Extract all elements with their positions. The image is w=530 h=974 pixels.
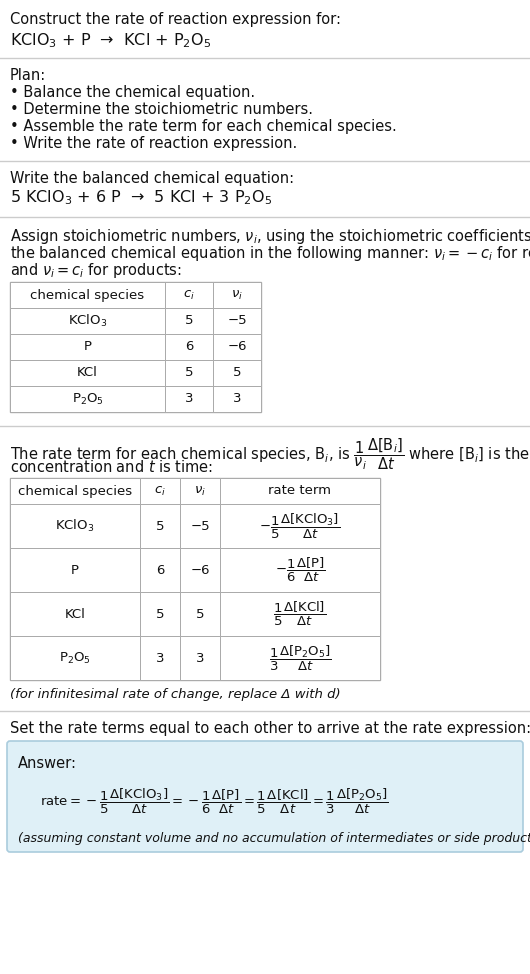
Text: • Balance the chemical equation.: • Balance the chemical equation. bbox=[10, 85, 255, 100]
Bar bbox=[165, 360, 213, 386]
Bar bbox=[180, 548, 220, 592]
Text: 5: 5 bbox=[185, 366, 193, 380]
Text: 3: 3 bbox=[156, 652, 164, 664]
Bar bbox=[140, 592, 180, 636]
Bar bbox=[10, 334, 165, 360]
Text: • Write the rate of reaction expression.: • Write the rate of reaction expression. bbox=[10, 136, 297, 151]
Text: and $\nu_i = c_i$ for products:: and $\nu_i = c_i$ for products: bbox=[10, 261, 182, 280]
Bar bbox=[10, 504, 140, 548]
Text: Write the balanced chemical equation:: Write the balanced chemical equation: bbox=[10, 171, 294, 186]
Text: 5: 5 bbox=[196, 608, 204, 620]
Bar bbox=[165, 308, 213, 334]
Bar bbox=[180, 636, 220, 680]
Text: 3: 3 bbox=[196, 652, 204, 664]
Text: $\dfrac{1}{3}\dfrac{\Delta[\mathrm{P_2O_5}]}{\Delta t}$: $\dfrac{1}{3}\dfrac{\Delta[\mathrm{P_2O_… bbox=[269, 644, 331, 673]
Text: The rate term for each chemical species, B$_i$, is $\dfrac{1}{\nu_i}\dfrac{\Delt: The rate term for each chemical species,… bbox=[10, 436, 530, 471]
Text: chemical species: chemical species bbox=[30, 288, 145, 302]
Text: $c_i$: $c_i$ bbox=[154, 484, 166, 498]
Bar bbox=[140, 504, 180, 548]
Bar bbox=[220, 636, 380, 680]
Text: 3: 3 bbox=[233, 393, 241, 405]
Text: KCl: KCl bbox=[65, 608, 85, 620]
Bar bbox=[140, 478, 180, 504]
Bar bbox=[10, 282, 261, 412]
Text: P: P bbox=[84, 341, 92, 354]
Text: −6: −6 bbox=[190, 564, 210, 577]
Bar bbox=[220, 478, 380, 504]
Text: 5 KClO$_3$ + 6 P  →  5 KCl + 3 P$_2$O$_5$: 5 KClO$_3$ + 6 P → 5 KCl + 3 P$_2$O$_5$ bbox=[10, 188, 272, 206]
Text: P$_2$O$_5$: P$_2$O$_5$ bbox=[59, 651, 91, 665]
Text: 5: 5 bbox=[156, 608, 164, 620]
Bar bbox=[140, 548, 180, 592]
Bar bbox=[213, 386, 261, 412]
Text: (for infinitesimal rate of change, replace Δ with d): (for infinitesimal rate of change, repla… bbox=[10, 688, 341, 701]
Bar bbox=[165, 386, 213, 412]
Text: KClO$_3$ + P  →  KCl + P$_2$O$_5$: KClO$_3$ + P → KCl + P$_2$O$_5$ bbox=[10, 31, 211, 50]
Bar bbox=[213, 334, 261, 360]
Bar bbox=[10, 282, 165, 308]
Text: $\dfrac{1}{5}\dfrac{\Delta[\mathrm{KCl}]}{\Delta t}$: $\dfrac{1}{5}\dfrac{\Delta[\mathrm{KCl}]… bbox=[273, 600, 326, 628]
Text: Set the rate terms equal to each other to arrive at the rate expression:: Set the rate terms equal to each other t… bbox=[10, 721, 530, 736]
Text: KCl: KCl bbox=[77, 366, 98, 380]
Bar bbox=[180, 478, 220, 504]
Text: 6: 6 bbox=[156, 564, 164, 577]
Text: KClO$_3$: KClO$_3$ bbox=[68, 313, 107, 329]
Bar bbox=[10, 548, 140, 592]
Text: • Assemble the rate term for each chemical species.: • Assemble the rate term for each chemic… bbox=[10, 119, 397, 134]
Text: $\nu_i$: $\nu_i$ bbox=[194, 484, 206, 498]
Bar bbox=[213, 282, 261, 308]
Text: $\mathrm{rate} = -\dfrac{1}{5}\dfrac{\Delta[\mathrm{KClO_3}]}{\Delta t} = -\dfra: $\mathrm{rate} = -\dfrac{1}{5}\dfrac{\De… bbox=[40, 786, 388, 815]
Bar bbox=[10, 478, 380, 680]
Text: concentration and $t$ is time:: concentration and $t$ is time: bbox=[10, 459, 213, 475]
Bar bbox=[220, 592, 380, 636]
Text: $-\dfrac{1}{6}\dfrac{\Delta[\mathrm{P}]}{\Delta t}$: $-\dfrac{1}{6}\dfrac{\Delta[\mathrm{P}]}… bbox=[275, 556, 325, 584]
FancyBboxPatch shape bbox=[7, 741, 523, 852]
Bar bbox=[180, 592, 220, 636]
Bar bbox=[220, 504, 380, 548]
Text: 6: 6 bbox=[185, 341, 193, 354]
Text: Construct the rate of reaction expression for:: Construct the rate of reaction expressio… bbox=[10, 12, 341, 27]
Bar bbox=[10, 478, 140, 504]
Text: KClO$_3$: KClO$_3$ bbox=[55, 518, 95, 534]
Text: −5: −5 bbox=[227, 315, 247, 327]
Text: 5: 5 bbox=[233, 366, 241, 380]
Bar bbox=[165, 282, 213, 308]
Text: the balanced chemical equation in the following manner: $\nu_i = -c_i$ for react: the balanced chemical equation in the fo… bbox=[10, 244, 530, 263]
Text: • Determine the stoichiometric numbers.: • Determine the stoichiometric numbers. bbox=[10, 102, 313, 117]
Text: −6: −6 bbox=[227, 341, 247, 354]
Text: chemical species: chemical species bbox=[18, 484, 132, 498]
Text: 3: 3 bbox=[185, 393, 193, 405]
Text: Assign stoichiometric numbers, $\nu_i$, using the stoichiometric coefficients, $: Assign stoichiometric numbers, $\nu_i$, … bbox=[10, 227, 530, 246]
Text: Plan:: Plan: bbox=[10, 68, 46, 83]
Text: P: P bbox=[71, 564, 79, 577]
Bar bbox=[10, 360, 165, 386]
Bar bbox=[213, 308, 261, 334]
Bar bbox=[220, 548, 380, 592]
Text: Answer:: Answer: bbox=[18, 756, 77, 771]
Bar bbox=[140, 636, 180, 680]
Bar bbox=[10, 592, 140, 636]
Bar bbox=[10, 386, 165, 412]
Text: $-\dfrac{1}{5}\dfrac{\Delta[\mathrm{KClO_3}]}{\Delta t}$: $-\dfrac{1}{5}\dfrac{\Delta[\mathrm{KClO… bbox=[260, 511, 340, 541]
Text: $\nu_i$: $\nu_i$ bbox=[231, 288, 243, 302]
Text: $c_i$: $c_i$ bbox=[183, 288, 195, 302]
Text: rate term: rate term bbox=[269, 484, 331, 498]
Text: P$_2$O$_5$: P$_2$O$_5$ bbox=[72, 392, 103, 406]
Text: 5: 5 bbox=[156, 519, 164, 533]
Bar bbox=[180, 504, 220, 548]
Text: 5: 5 bbox=[185, 315, 193, 327]
Bar bbox=[165, 334, 213, 360]
Text: (assuming constant volume and no accumulation of intermediates or side products): (assuming constant volume and no accumul… bbox=[18, 832, 530, 845]
Text: −5: −5 bbox=[190, 519, 210, 533]
Bar bbox=[10, 308, 165, 334]
Bar bbox=[213, 360, 261, 386]
Bar bbox=[10, 636, 140, 680]
